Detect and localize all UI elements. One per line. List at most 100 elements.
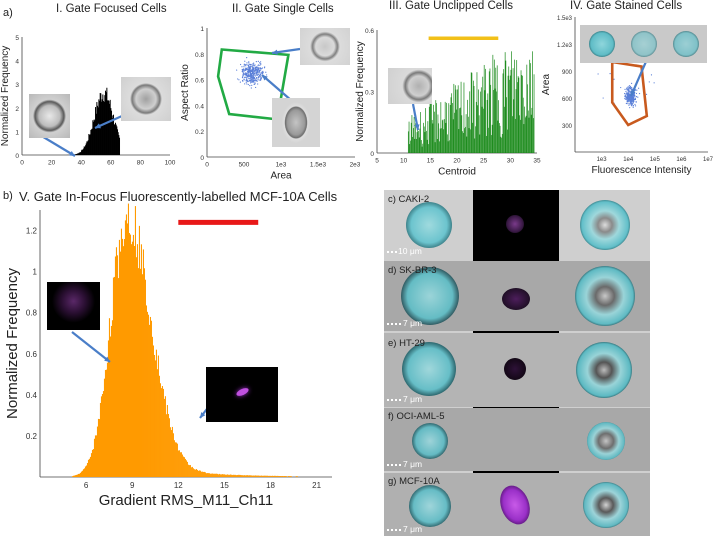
scatter-point <box>624 92 626 95</box>
histogram-bar <box>448 103 450 153</box>
histogram-bar <box>184 458 186 477</box>
scatter-point <box>247 64 249 66</box>
y-tick-label: 0.4 <box>195 103 204 110</box>
scatter-point <box>242 71 244 73</box>
scatter-point <box>628 85 631 87</box>
histogram-bar <box>268 475 270 477</box>
brightfield-cell-ht-29 <box>402 342 456 396</box>
histogram-bar <box>470 129 471 153</box>
x-tick-label: 1e4 <box>623 157 634 163</box>
scatter-point <box>625 97 627 99</box>
scatter-point <box>627 99 629 101</box>
histogram-bar <box>458 129 460 153</box>
histogram-bar <box>91 128 93 155</box>
histogram-bar <box>454 112 455 153</box>
scatter-point <box>260 78 262 81</box>
scatter-point <box>259 76 261 78</box>
scatter-point <box>250 87 252 89</box>
histogram-bar <box>97 107 99 155</box>
histogram-bar <box>452 119 454 153</box>
histogram-bar <box>428 106 430 153</box>
histogram-bar <box>120 228 123 477</box>
scatter-point <box>632 96 634 99</box>
x-tick-label: 20 <box>48 160 56 166</box>
histogram-bar <box>154 360 156 477</box>
scatter-point <box>254 71 256 74</box>
scale-bar-line <box>387 399 401 401</box>
scatter-point <box>252 67 254 70</box>
histogram-bar <box>501 137 502 153</box>
histogram-bar <box>114 256 117 477</box>
scale-bar: 7 μm <box>403 459 423 469</box>
scatter-point <box>252 64 255 66</box>
histogram-bar <box>103 101 105 155</box>
histogram-bar <box>145 305 147 477</box>
scatter-point <box>242 69 244 71</box>
scatter-point <box>257 77 259 79</box>
x-tick-label: 1e6 <box>676 157 687 163</box>
arrow-doublet <box>261 74 293 102</box>
scatter-point <box>260 69 262 71</box>
histogram-bar <box>276 475 278 477</box>
scatter-point <box>627 90 629 92</box>
histogram-bar <box>79 472 82 477</box>
scatter-point <box>258 70 260 72</box>
histogram-bar <box>266 475 268 477</box>
histogram-bar <box>465 126 466 153</box>
scatter-point <box>246 83 248 85</box>
histogram-bar <box>77 153 79 155</box>
histogram-bar <box>96 426 99 477</box>
histogram-bar <box>158 375 160 477</box>
histogram-bar <box>281 475 283 477</box>
scatter-point <box>631 99 633 101</box>
histogram-bar <box>460 81 462 153</box>
scatter-point <box>625 90 627 93</box>
histogram-bar <box>157 355 159 477</box>
y-tick-label: 300 <box>562 124 573 130</box>
histogram-bar <box>485 68 486 153</box>
histogram-bar <box>80 471 83 477</box>
y-tick-label: 3 <box>15 82 19 89</box>
histogram-bar <box>101 101 103 155</box>
histogram-bar <box>415 123 416 153</box>
histogram-bar <box>478 89 479 153</box>
histogram-bar <box>509 75 511 153</box>
scale-bar: 7 μm <box>403 524 423 534</box>
histogram-bar <box>81 150 83 155</box>
histogram-bar <box>95 113 97 155</box>
scatter-point <box>257 83 259 85</box>
histogram-bar <box>493 59 495 153</box>
histogram-bar <box>156 369 158 477</box>
histogram-bar <box>113 276 116 477</box>
histogram-bar <box>96 102 98 155</box>
histogram-bar <box>85 465 88 477</box>
histogram-bar <box>129 234 132 477</box>
scatter-point <box>250 69 252 71</box>
scatter-point <box>255 79 257 81</box>
histogram-bar <box>451 93 453 153</box>
histogram-bar <box>83 468 86 477</box>
histogram-bar <box>85 145 87 155</box>
scatter-point <box>254 83 256 85</box>
histogram-bar <box>87 459 90 477</box>
histogram-bar <box>491 135 492 153</box>
x-tick-label: 10 <box>400 158 408 165</box>
cell-row-label: d) SK-BR-3 <box>388 265 437 276</box>
histogram-bar <box>452 102 453 153</box>
histogram-bar <box>87 141 89 155</box>
histogram-bar <box>249 475 251 477</box>
arrow-out-of-focus-head <box>104 356 110 362</box>
histogram-bar <box>413 128 414 153</box>
y-tick-label: 5 <box>15 35 19 42</box>
histogram-bar <box>95 435 98 477</box>
brightfield-cell-caki-2 <box>406 202 452 248</box>
scatter-point <box>251 73 253 75</box>
histogram-bar <box>104 95 106 155</box>
histogram-bar <box>77 473 80 477</box>
histogram-bar <box>419 128 421 153</box>
histogram-bar <box>511 51 512 153</box>
histogram-bar <box>527 84 528 153</box>
y-tick-label: 2 <box>15 106 19 113</box>
histogram-bar <box>436 139 438 153</box>
scatter-point <box>632 106 634 108</box>
